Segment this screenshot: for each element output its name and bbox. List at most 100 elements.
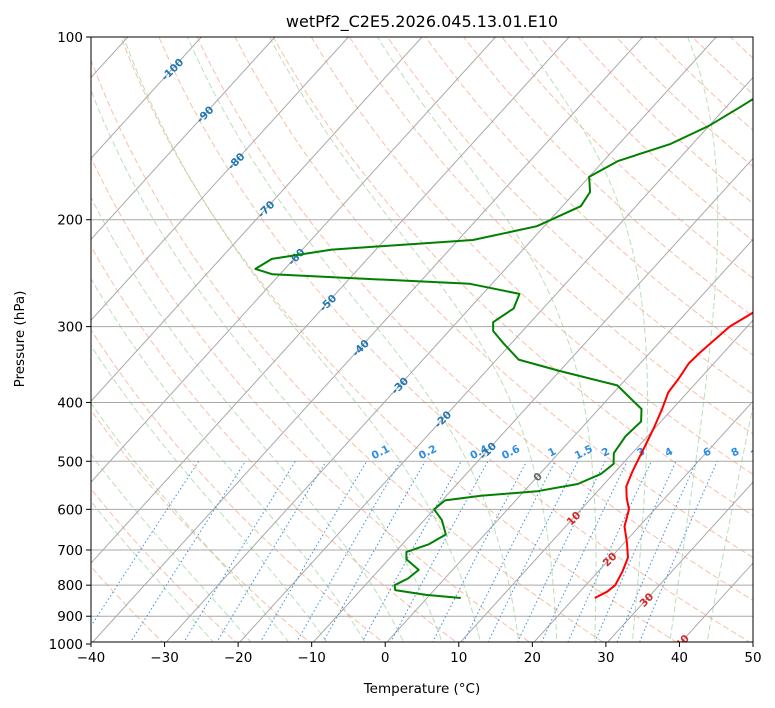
- mixing-ratio-line: [183, 461, 296, 642]
- mixing-ratio-line: [130, 461, 246, 642]
- axis-ticks: −40 −30 −20 −10 0 10 20 30 40 5010020030040050060…: [49, 30, 762, 666]
- isotherm-line: [91, 37, 497, 483]
- dry-adiabat: [386, 37, 753, 395]
- mixing-ratio-line: [639, 461, 718, 642]
- moist-adiabat: [91, 277, 366, 642]
- x-tick-label: −30: [150, 650, 179, 666]
- moist-adiabat: [91, 453, 252, 642]
- isotherm-label: 40: [673, 633, 692, 652]
- temperature-profile-line: [594, 311, 753, 599]
- isotherm-line: [91, 37, 203, 160]
- y-tick-label: 300: [57, 320, 83, 336]
- y-tick-label: 400: [57, 395, 83, 411]
- mixing-ratio-label: 8: [729, 446, 741, 460]
- mixing-ratio-line: [91, 461, 200, 627]
- isotherm-line: [165, 37, 717, 642]
- profile-series: [254, 97, 753, 599]
- moist-adiabat: [91, 402, 290, 642]
- moist-adiabat: [91, 88, 443, 642]
- mixing-ratio-line: [462, 461, 556, 642]
- mixing-ratio-line: [541, 461, 628, 642]
- mixing-ratio-label: 0.2: [417, 443, 439, 462]
- moist-adiabat: [91, 344, 328, 642]
- moist-adiabat: [706, 403, 753, 642]
- moist-adiabat: [268, 37, 558, 642]
- moist-adiabat: [91, 500, 214, 642]
- mixing-ratio-line: [432, 461, 528, 642]
- isotherm-line: [239, 76, 753, 642]
- mixing-ratio-line: [487, 461, 579, 642]
- x-tick-label: −20: [224, 650, 253, 666]
- mixing-ratio-line: [594, 461, 677, 642]
- chart-title: wetPf2_C2E5.2026.045.13.01.E10: [286, 12, 558, 32]
- dry-adiabat: [348, 37, 753, 435]
- isotherm-line: [607, 481, 753, 642]
- reference-line-labels: 0.10.20.40.611.52346810131620253036-100-…: [159, 56, 767, 652]
- dry-adiabat: [234, 37, 753, 559]
- dry-adiabat: [691, 37, 753, 95]
- mixing-ratio-line: [616, 461, 697, 642]
- dry-adiabat: [91, 488, 237, 642]
- mixing-ratio-line: [296, 461, 401, 642]
- isotherm-line: [91, 37, 423, 402]
- isotherm-line: [91, 37, 570, 564]
- mixing-ratio-label: 2: [600, 446, 612, 460]
- x-axis-label: Temperature (°C): [363, 681, 481, 697]
- dry-adiabat: [120, 37, 678, 642]
- plot-frame: [90, 36, 754, 643]
- x-tick-label: 50: [744, 650, 761, 666]
- y-tick-label: 600: [57, 502, 83, 518]
- isotherm-label: 0: [531, 471, 545, 485]
- mixing-ratio-label: 10: [749, 444, 767, 461]
- isotherm-line: [0, 9, 6, 657]
- isotherm-line: [312, 157, 753, 642]
- dry-adiabat: [729, 37, 753, 59]
- x-tick-label: 30: [597, 650, 614, 666]
- isotherm-label: 10: [565, 509, 584, 528]
- dry-adiabat: [539, 37, 753, 242]
- mixing-ratio-label: 1: [546, 446, 558, 460]
- y-tick-label: 200: [57, 213, 83, 229]
- dry-adiabat: [272, 37, 753, 517]
- isotherm-line: [741, 9, 775, 657]
- y-tick-label: 100: [57, 30, 83, 46]
- x-tick-label: 40: [671, 650, 688, 666]
- dry-adiabat: [91, 58, 604, 642]
- dry-adiabat: [739, 9, 775, 657]
- isotherm-label: -100: [159, 56, 186, 83]
- moist-adiabat: [520, 37, 648, 642]
- x-tick-label: −40: [77, 650, 106, 666]
- isotherm-line: [91, 37, 350, 322]
- moist-adiabat: [669, 37, 719, 642]
- dry-adiabat: [158, 37, 751, 642]
- y-tick-label: 800: [57, 578, 83, 594]
- y-tick-label: 700: [57, 543, 83, 559]
- dry-adiabat: [463, 37, 753, 318]
- y-tick-label: 1000: [49, 637, 83, 653]
- isotherm-line: [92, 37, 644, 642]
- x-tick-label: 10: [450, 650, 467, 666]
- mixing-ratio-label: 6: [701, 446, 713, 460]
- mixing-ratio-line: [390, 461, 489, 642]
- mixing-ratio-line: [216, 461, 327, 642]
- dry-adiabat: [310, 37, 753, 476]
- mixing-ratio-line: [361, 461, 462, 642]
- mixing-ratio-label: 0.6: [500, 443, 522, 462]
- mixing-ratio-label: 1.5: [573, 443, 595, 462]
- mixing-ratio-label: 0.1: [370, 443, 392, 462]
- mixing-ratio-line: [322, 461, 426, 642]
- x-tick-label: 0: [381, 650, 390, 666]
- isotherm-line: [459, 319, 753, 642]
- isotherm-label: 30: [638, 591, 657, 610]
- x-tick-label: −10: [297, 650, 326, 666]
- y-tick-label: 900: [57, 609, 83, 625]
- y-tick-label: 500: [57, 454, 83, 470]
- dewpoint-profile-line: [254, 97, 753, 599]
- isotherm-label: 20: [601, 551, 620, 570]
- mixing-ratio-line: [259, 461, 368, 642]
- mixing-ratio-line: [517, 461, 606, 642]
- dry-adiabat: [91, 409, 311, 642]
- y-axis-label: Pressure (hPa): [12, 291, 28, 388]
- background-grid: [0, 9, 775, 657]
